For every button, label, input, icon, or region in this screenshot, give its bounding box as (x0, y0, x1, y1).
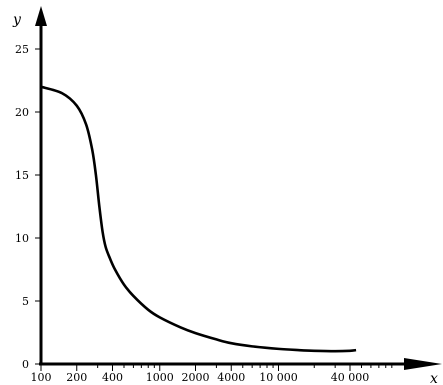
x-tick-label: 400 (102, 371, 123, 384)
x-tick-label: 100 (31, 371, 52, 384)
x-tick-label: 40 000 (331, 371, 370, 384)
y-tick-label: 15 (15, 169, 29, 182)
x-tick-label: 10 000 (259, 371, 298, 384)
y-tick-label: 5 (22, 295, 29, 308)
y-tick-label: 20 (15, 106, 29, 119)
x-tick-label: 200 (66, 371, 87, 384)
x-tick-label: 4000 (217, 371, 245, 384)
x-ticks: 100 200 400 1000 2000 4000 10 000 40 000 (31, 364, 393, 384)
x-axis-arrow (404, 358, 442, 370)
y-tick-label: 0 (22, 358, 29, 371)
x-tick-label: 1000 (146, 371, 174, 384)
y-axis-label: y (12, 12, 22, 28)
y-axis-arrow (35, 6, 47, 26)
y-tick-label: 25 (15, 43, 29, 56)
x-axis: x 100 200 400 1000 2000 4000 10 000 40 000 (31, 358, 442, 385)
x-axis-label: x (430, 371, 438, 385)
y-ticks: 0 5 10 15 20 25 (15, 43, 41, 371)
series-line (40, 85, 357, 353)
y-axis: y 0 5 10 15 20 25 (12, 6, 47, 371)
y-tick-label: 10 (15, 232, 29, 245)
x-tick-label: 2000 (182, 371, 210, 384)
series-layer (40, 85, 357, 353)
